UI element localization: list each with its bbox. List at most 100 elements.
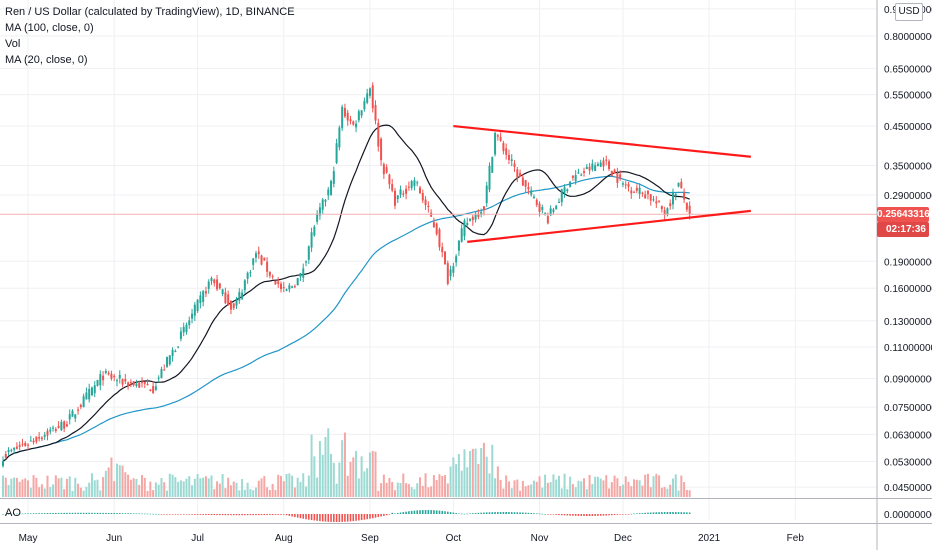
- volume-bar: [224, 488, 227, 497]
- ao-bar: [46, 513, 49, 514]
- ao-bar: [430, 510, 432, 514]
- volume-bar: [96, 479, 99, 497]
- volume-bar: [638, 480, 641, 497]
- candle-body: [185, 324, 188, 332]
- ao-bar: [541, 513, 544, 515]
- volume-bar: [221, 474, 224, 497]
- volume-bar: [516, 479, 519, 497]
- ao-bar: [477, 512, 480, 514]
- candle-body: [202, 291, 205, 302]
- volume-bar: [460, 470, 463, 497]
- candle-body: [616, 172, 619, 183]
- volume-bar: [669, 484, 672, 497]
- candle-body: [199, 295, 202, 304]
- candle-body: [149, 389, 152, 391]
- volume-bar: [132, 478, 135, 497]
- candle-body: [341, 106, 344, 129]
- candle-body: [460, 228, 463, 242]
- candle-body: [388, 174, 391, 185]
- candle-body: [374, 105, 377, 121]
- ao-bar: [299, 514, 302, 519]
- candle-body: [494, 133, 497, 155]
- candle-body: [68, 414, 71, 420]
- ao-bar: [485, 512, 488, 514]
- ao-bar: [577, 514, 580, 516]
- candle-body: [277, 281, 280, 284]
- candle-body: [421, 193, 424, 201]
- ao-bar: [383, 514, 385, 516]
- ao-bar: [647, 512, 649, 514]
- candle-body: [627, 183, 630, 187]
- ao-bar: [21, 513, 24, 515]
- volume-bar: [521, 480, 524, 497]
- candle-body: [591, 163, 594, 170]
- ao-bar: [71, 512, 74, 514]
- candle-body: [246, 272, 249, 279]
- candle-body: [293, 286, 296, 288]
- legend-ma20[interactable]: MA (20, close, 0): [5, 54, 88, 66]
- ao-bar: [374, 514, 377, 518]
- ao-bar: [360, 514, 363, 521]
- ao-bar: [388, 514, 391, 515]
- ao-bar: [241, 514, 243, 516]
- currency-button[interactable]: USD: [895, 3, 923, 21]
- volume-bar: [343, 432, 346, 497]
- candle-body: [177, 346, 180, 348]
- legend-ma100[interactable]: MA (100, close, 0): [5, 22, 94, 34]
- volume-bar: [580, 481, 583, 497]
- legend-title[interactable]: Ren / US Dollar (calculated by TradingVi…: [5, 6, 295, 18]
- candle-body: [363, 100, 366, 110]
- y-tick-label: 0.55000000: [884, 91, 932, 102]
- candle-body: [32, 440, 35, 443]
- ao-bar: [324, 514, 327, 522]
- legend-volume[interactable]: Vol: [5, 38, 21, 50]
- candle-body: [191, 313, 194, 319]
- candle-body: [519, 172, 522, 177]
- ao-bar: [538, 513, 541, 515]
- ao-bar: [416, 510, 419, 514]
- candle-body: [271, 276, 274, 278]
- ao-bar: [199, 514, 202, 515]
- volume-bar: [257, 480, 260, 497]
- volume-bar: [502, 488, 505, 497]
- volume-bar: [471, 448, 474, 497]
- volume-bar: [627, 481, 630, 497]
- candle-body: [216, 279, 219, 290]
- volume-bar: [455, 464, 458, 497]
- candle-body: [260, 255, 263, 265]
- ao-bar: [680, 512, 683, 514]
- ma20-line: [2, 124, 690, 462]
- ao-bar: [346, 514, 349, 522]
- candle-body: [457, 240, 460, 251]
- volume-bar: [360, 456, 363, 497]
- ao-bar: [686, 512, 688, 514]
- volume-bar: [271, 483, 274, 497]
- volume-bar: [127, 474, 130, 497]
- ao-bar: [118, 513, 121, 514]
- volume-bar: [235, 482, 238, 497]
- ao-bar: [60, 512, 63, 514]
- candle-body: [93, 385, 96, 394]
- ao-label[interactable]: AO: [5, 507, 21, 519]
- y-tick-label: 0.05300000: [884, 458, 932, 469]
- ao-bar: [163, 514, 166, 515]
- ao-bar: [463, 513, 466, 515]
- volume-bar: [138, 484, 141, 497]
- candle-body: [527, 186, 530, 190]
- candle-body: [541, 207, 544, 211]
- ao-bar: [49, 513, 52, 514]
- volume-bar: [174, 477, 177, 497]
- y-tick-label: 0.65000000: [884, 64, 932, 75]
- candle-body: [596, 163, 599, 166]
- ao-bar: [282, 514, 285, 515]
- ao-bar: [499, 512, 502, 514]
- volume-bar: [102, 477, 105, 497]
- candle-body: [224, 292, 227, 304]
- volume-bar: [321, 454, 324, 497]
- candle-body: [644, 194, 647, 199]
- ao-bar: [502, 512, 505, 514]
- volume-bar: [507, 481, 510, 497]
- volume-bar: [299, 481, 302, 497]
- ao-bar: [152, 513, 154, 515]
